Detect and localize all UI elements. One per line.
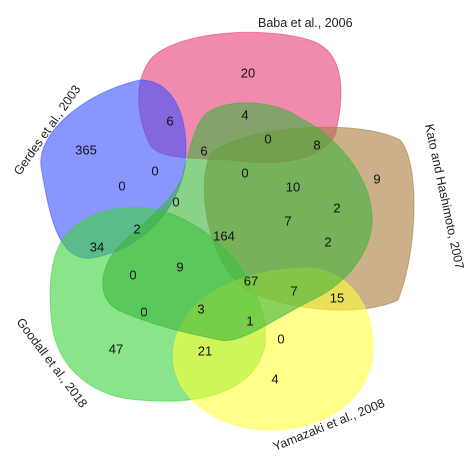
region-count: 20 [241,65,255,80]
region-count: 6 [166,113,173,128]
region-count: 9 [373,171,380,186]
region-count: 0 [151,163,158,178]
region-count: 164 [213,228,235,243]
region-count: 67 [244,273,258,288]
region-count: 4 [241,107,248,122]
region-count: 0 [172,194,179,209]
region-count: 0 [241,165,248,180]
region-count: 4 [271,371,278,386]
set-center-shape [102,102,373,342]
region-count: 3 [197,301,204,316]
region-count: 0 [277,331,284,346]
region-count: 2 [133,221,140,236]
region-count: 21 [198,343,212,358]
region-count: 7 [284,213,291,228]
region-count: 1 [246,313,253,328]
region-count: 0 [140,304,147,319]
region-count: 365 [75,142,97,157]
region-count: 0 [129,267,136,282]
region-count: 47 [109,341,123,356]
region-count: 9 [176,259,183,274]
region-count: 2 [324,234,331,249]
region-count: 2 [333,200,340,215]
region-count: 34 [90,239,104,254]
region-count: 7 [290,283,297,298]
region-count: 0 [264,131,271,146]
region-count: 0 [118,178,125,193]
region-count: 8 [313,137,320,152]
region-count: 10 [286,179,300,194]
set-label-kato: Kato and Hashimoto, 2007 [422,123,466,271]
region-count: 15 [330,290,344,305]
region-count: 6 [200,143,207,158]
set-label-baba: Baba et al., 2006 [258,16,353,30]
